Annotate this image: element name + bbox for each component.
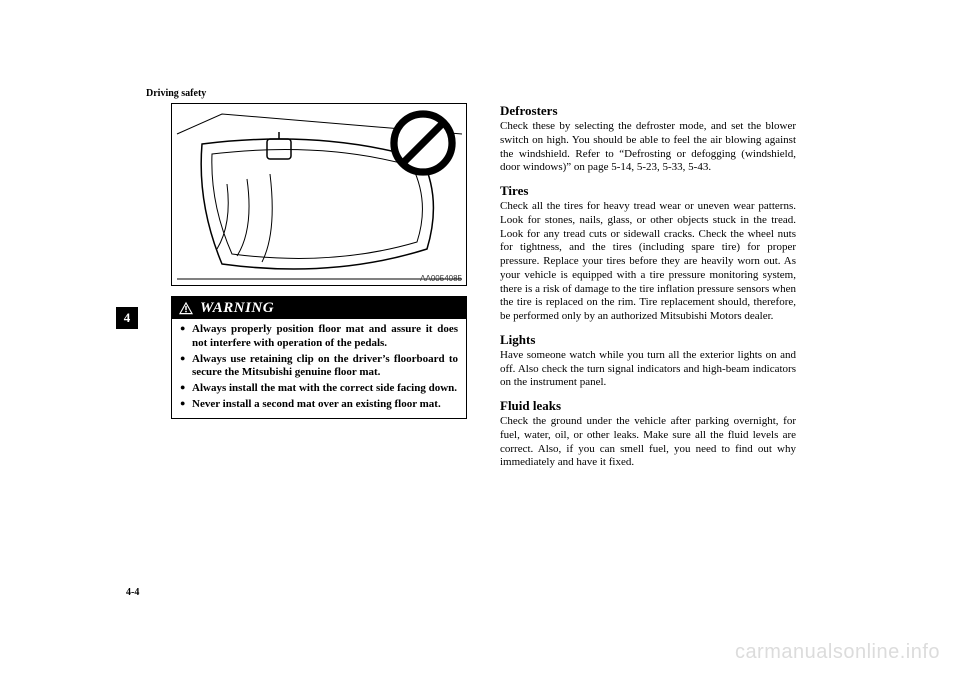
- warning-header: WARNING: [172, 297, 466, 319]
- illustration-id: AA0054085: [420, 274, 462, 283]
- warning-item: Always install the mat with the correct …: [180, 382, 458, 396]
- manual-page: Driving safety 4 AA: [0, 0, 960, 678]
- warning-list: Always properly position floor mat and a…: [180, 323, 458, 412]
- section-title: Lights: [500, 332, 796, 348]
- warning-item: Never install a second mat over an exist…: [180, 398, 458, 412]
- floor-mat-illustration: AA0054085: [171, 103, 467, 286]
- left-column: AA0054085 WARNING Always properly positi…: [171, 103, 467, 419]
- section-body: Have someone watch while you turn all th…: [500, 349, 796, 390]
- page-number: 4-4: [126, 587, 139, 598]
- prohibition-icon: [390, 110, 456, 176]
- warning-box: WARNING Always properly position floor m…: [171, 296, 467, 419]
- warning-item: Always use retaining clip on the driver’…: [180, 353, 458, 381]
- section-title: Tires: [500, 183, 796, 199]
- section-body: Check these by selecting the defroster m…: [500, 120, 796, 175]
- running-head: Driving safety: [146, 88, 206, 99]
- chapter-tab: 4: [116, 307, 138, 329]
- section-body: Check the ground under the vehicle after…: [500, 415, 796, 470]
- section-title: Fluid leaks: [500, 398, 796, 414]
- warning-item: Always properly position floor mat and a…: [180, 323, 458, 351]
- section-title: Defrosters: [500, 103, 796, 119]
- section-body: Check all the tires for heavy tread wear…: [500, 200, 796, 324]
- watermark: carmanualsonline.info: [735, 641, 940, 664]
- warning-triangle-icon: [178, 301, 194, 315]
- right-column: Defrosters Check these by selecting the …: [500, 103, 796, 478]
- warning-label: WARNING: [200, 300, 274, 317]
